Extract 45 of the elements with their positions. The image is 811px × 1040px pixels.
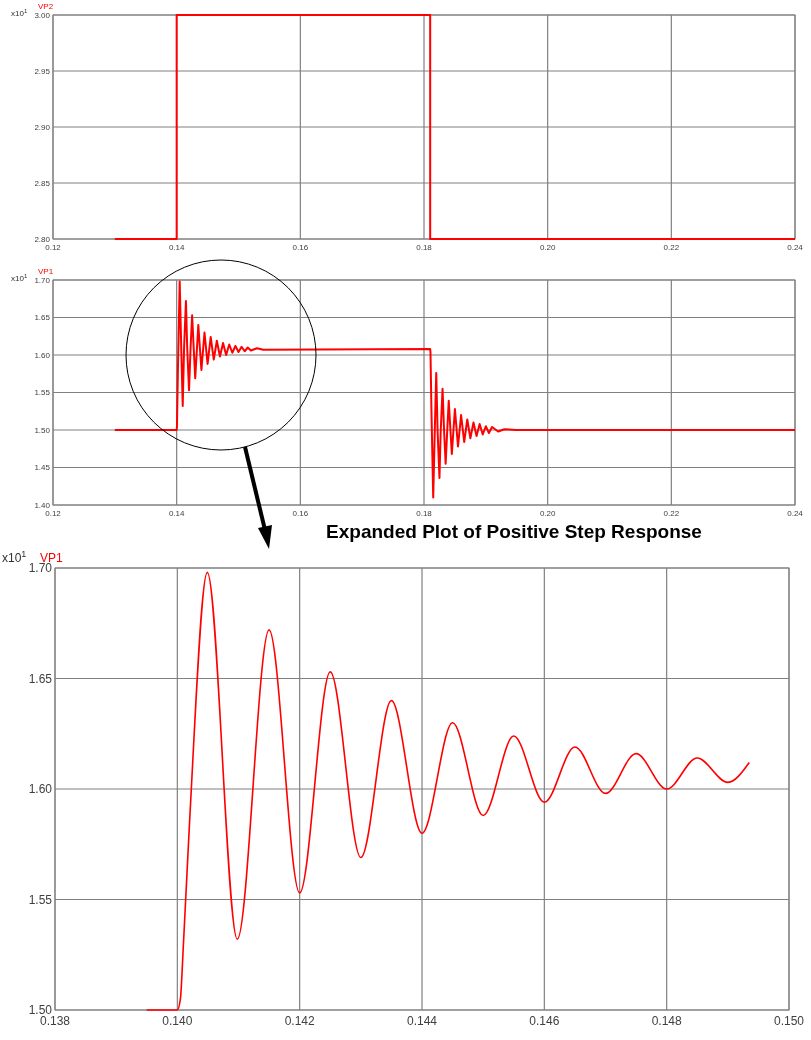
- y-tick-label: 1.55: [28, 892, 53, 907]
- x-tick-label: 0.16: [292, 243, 309, 252]
- x-tick-label: 0.146: [529, 1014, 560, 1028]
- x-tick-label: 0.14: [168, 509, 185, 518]
- y-axis-title: x10$^{1}$: [2, 549, 27, 565]
- y-axis-title: x10$^{1}$: [11, 273, 28, 283]
- text: VP2: [38, 2, 54, 11]
- line-series: [113, 280, 796, 499]
- x-tick-label: 0.24: [787, 509, 804, 518]
- x-tick-label: 0.150: [773, 1014, 805, 1028]
- y-tick-label: 2.95: [34, 66, 51, 76]
- x-tick-label: 0.148: [651, 1014, 683, 1028]
- x-tick-label: 0.20: [539, 243, 556, 252]
- y-tick-label: 1.60: [28, 782, 53, 797]
- chart-title: Expanded Plot of Positive Step Response: [326, 521, 702, 542]
- x-tick-label: 0.140: [162, 1014, 193, 1028]
- x-tick-label: 0.144: [406, 1014, 438, 1028]
- y-tick-label: 3.00: [34, 10, 51, 20]
- x-tick-label: 0.14: [168, 243, 185, 252]
- y-tick-label: 2.80: [34, 234, 51, 244]
- x-tick-label: 0.138: [39, 1014, 71, 1028]
- y-tick-label: 1.65: [28, 671, 53, 686]
- x-tick-label: 0.142: [284, 1014, 316, 1028]
- line-series: [145, 571, 751, 1011]
- y-axis-title: x10$^{1}$: [11, 8, 28, 18]
- x-tick-label: 0.22: [663, 243, 680, 252]
- y-tick-label: 1.65: [34, 313, 51, 323]
- x-tick-label: 0.16: [292, 509, 309, 518]
- y-tick-label: 1.45: [34, 463, 51, 473]
- y-tick-label: 1.70: [34, 275, 51, 285]
- x-tick-label: 0.22: [663, 509, 680, 518]
- y-tick-label: 1.60: [34, 350, 51, 360]
- y-tick-label: 2.90: [34, 122, 51, 132]
- x-tick-label: 0.12: [45, 243, 62, 252]
- y-tick-label: 1.70: [28, 561, 53, 576]
- y-tick-label: 2.85: [34, 178, 51, 188]
- y-tick-label: 1.50: [34, 425, 51, 435]
- y-tick-label: 1.40: [34, 500, 51, 510]
- x-tick-label: 0.12: [45, 509, 62, 518]
- x-tick-label: 0.24: [787, 243, 804, 252]
- y-tick-label: 1.55: [34, 388, 51, 398]
- x-tick-label: 0.18: [416, 509, 433, 518]
- x-tick-label: 0.20: [539, 509, 556, 518]
- x-tick-label: 0.18: [416, 243, 433, 252]
- text: VP1: [38, 267, 54, 276]
